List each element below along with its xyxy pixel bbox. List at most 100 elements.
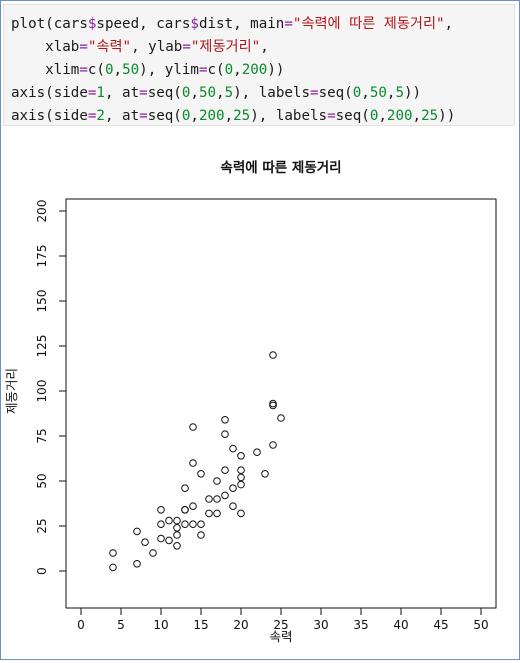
data-point	[213, 477, 221, 485]
data-point	[133, 527, 141, 536]
data-point	[197, 520, 205, 529]
code-token-plain: , at	[104, 108, 140, 124]
code-line: axis(side=1, at=seq(0,50,5), labels=seq(…	[11, 82, 455, 105]
code-token-op: $	[190, 16, 199, 32]
code-token-plain: ,	[190, 108, 199, 124]
data-point	[237, 452, 245, 460]
code-token-plain: ), labels	[233, 85, 311, 101]
code-token-plain: ), ylim	[139, 62, 199, 78]
data-point	[261, 470, 269, 478]
code-token-plain: , at	[104, 85, 140, 101]
x-tick-label: 35	[353, 618, 368, 632]
x-tick-label: 25	[273, 618, 288, 632]
code-token-num: 5	[395, 85, 405, 101]
y-tick-label: 125	[35, 335, 49, 358]
x-tick-label: 10	[153, 618, 168, 632]
data-point	[237, 466, 245, 475]
code-block: plot(cars$speed, cars$dist, main="속력에 따른…	[3, 4, 515, 126]
code-token-num: 200	[386, 108, 413, 124]
code-token-str: "속력"	[87, 39, 132, 55]
data-point	[189, 423, 197, 431]
code-token-plain: ,	[378, 108, 387, 124]
code-token-plain: ,	[224, 108, 234, 124]
y-tick-label: 25	[35, 518, 49, 533]
data-point	[165, 536, 173, 545]
x-tick-label: 0	[77, 618, 85, 632]
code-token-num: 2	[96, 108, 105, 124]
code-token-plain: seq(	[335, 108, 370, 124]
data-point	[237, 473, 245, 482]
code-token-plain: dist, main	[198, 16, 285, 32]
code-token-num: 1	[96, 85, 105, 101]
data-point	[189, 502, 197, 511]
code-token-plain: c(	[207, 62, 225, 78]
code-token-plain: , ylab	[131, 39, 183, 55]
code-token-plain: ,	[412, 108, 422, 124]
data-point	[189, 459, 197, 467]
code-line: plot(cars$speed, cars$dist, main="속력에 따른…	[11, 13, 455, 36]
data-point	[213, 495, 221, 503]
data-point	[173, 524, 181, 532]
code-line: xlab="속력", ylab="제동거리",	[11, 36, 455, 59]
code-token-op: =	[310, 85, 319, 101]
data-point	[213, 509, 221, 518]
code-token-plain: xlab	[11, 39, 80, 55]
data-point	[141, 538, 149, 547]
data-point	[205, 495, 213, 503]
code-token-plain: seq(	[318, 85, 353, 101]
data-point	[237, 509, 245, 518]
plot-output: 속력에 따른 제동거리 0 5 10 15 20 25 30 35 40 45 50 0 25 50 75…	[1, 133, 519, 659]
code-token-num: 50	[369, 85, 387, 101]
x-tick-label: 15	[193, 618, 208, 632]
data-point	[269, 399, 277, 408]
chart-title: 속력에 따른 제동거리	[220, 160, 341, 176]
code-token-op: =	[87, 108, 97, 124]
data-point	[157, 506, 165, 514]
data-point	[181, 484, 189, 493]
code-token-op: =	[182, 39, 191, 55]
code-token-plain: ,	[361, 85, 370, 101]
x-tick-label: 20	[233, 618, 248, 632]
x-tick-label: 50	[473, 618, 488, 632]
data-point	[173, 516, 181, 525]
code-token-num: 5	[224, 85, 234, 101]
code-token-plain: ), labels	[250, 108, 328, 124]
data-point	[181, 520, 189, 529]
data-point	[269, 351, 277, 359]
code-token-op: =	[87, 85, 97, 101]
data-point	[189, 520, 197, 529]
code-token-plain: ,	[386, 85, 396, 101]
data-point	[221, 430, 229, 439]
code-token-op: =	[327, 108, 336, 124]
data-point	[109, 563, 117, 572]
plot-box	[65, 198, 497, 609]
code-token-plain: ))	[404, 85, 422, 101]
data-point	[229, 502, 237, 511]
code-token-plain: axis(side	[11, 108, 88, 124]
y-tick-label: 75	[35, 428, 49, 443]
y-tick-label: 200	[35, 200, 49, 223]
code-token-op: =	[284, 16, 293, 32]
x-tick-label: 40	[393, 618, 408, 632]
y-tick-label: 150	[35, 290, 49, 313]
code-token-op: =	[198, 62, 208, 78]
code-token-num: 0	[104, 62, 114, 78]
data-point	[157, 534, 165, 543]
code-token-plain: seq(	[147, 108, 182, 124]
data-points	[109, 351, 285, 572]
code-token-num: 0	[352, 85, 362, 101]
data-point	[181, 506, 189, 514]
data-point	[165, 516, 173, 525]
data-point	[229, 484, 237, 493]
code-token-num: 200	[198, 108, 225, 124]
code-token-plain: ,	[233, 62, 242, 78]
code-token-op: =	[139, 108, 148, 124]
data-point	[173, 542, 181, 550]
code-token-plain: speed, cars	[96, 16, 191, 32]
code-token-op: =	[139, 85, 148, 101]
code-token-num: 25	[421, 108, 439, 124]
code-token-num: 0	[181, 108, 191, 124]
code-token-op: =	[79, 62, 88, 78]
y-tick-label: 175	[35, 245, 49, 268]
